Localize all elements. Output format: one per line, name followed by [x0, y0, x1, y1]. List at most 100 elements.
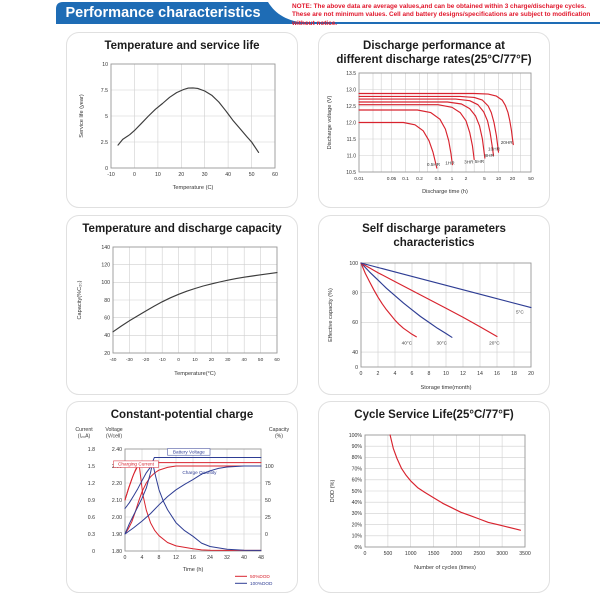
svg-text:32: 32: [224, 555, 230, 561]
banner-shape: [56, 2, 305, 23]
svg-text:16: 16: [190, 555, 196, 561]
svg-text:0.5HR: 0.5HR: [427, 162, 441, 167]
svg-text:60: 60: [274, 357, 280, 363]
svg-text:80: 80: [352, 290, 358, 296]
svg-text:-10: -10: [159, 357, 166, 363]
svg-text:40: 40: [242, 357, 248, 363]
svg-text:0.3: 0.3: [88, 532, 95, 538]
svg-text:20: 20: [510, 176, 516, 182]
svg-text:Current: Current: [75, 427, 93, 433]
chart-title: Discharge performance at different discha…: [336, 40, 532, 66]
svg-text:Effective capacity (%): Effective capacity (%): [328, 288, 334, 342]
svg-text:60: 60: [272, 172, 278, 178]
svg-text:5: 5: [483, 176, 486, 182]
svg-text:(%): (%): [275, 433, 283, 439]
svg-text:Temperature (C): Temperature (C): [173, 185, 214, 191]
svg-text:20HR: 20HR: [501, 140, 514, 145]
svg-text:Temperature(°C): Temperature(°C): [174, 371, 216, 377]
svg-text:1: 1: [451, 176, 454, 182]
temperature-discharge-capacity-chart: -40 -30 -20 -10 0 10 20 30 40 50 60 20 40 60 80 100 120 1…: [67, 237, 297, 387]
svg-text:0: 0: [105, 166, 108, 172]
svg-text:60%: 60%: [352, 477, 363, 483]
svg-text:3HR: 3HR: [464, 159, 474, 164]
svg-text:1.5: 1.5: [88, 464, 95, 470]
svg-text:(I₂₀A): (I₂₀A): [78, 433, 91, 439]
svg-text:120: 120: [101, 262, 110, 268]
svg-text:5HR: 5HR: [475, 158, 485, 163]
svg-text:1000: 1000: [405, 551, 417, 557]
svg-text:0: 0: [92, 549, 95, 555]
chart-card-self-discharge: Self discharge parameters characteristic…: [318, 215, 550, 395]
svg-text:Discharge time (h): Discharge time (h): [422, 189, 468, 195]
chart-card-cycle-service-life: Cycle Service Life(25°C/77°F) 0 500 1000 15…: [318, 401, 550, 593]
svg-text:100: 100: [265, 464, 274, 470]
svg-text:11.0: 11.0: [347, 153, 357, 159]
svg-text:20: 20: [528, 371, 534, 377]
svg-text:12: 12: [173, 555, 179, 561]
self-discharge-chart: 0 2 4 6 8 10 12 14 16 18 20 0 40 60 80 100 Storage time(…: [319, 251, 549, 394]
svg-text:100: 100: [101, 280, 110, 286]
svg-text:75: 75: [265, 481, 271, 487]
svg-text:30: 30: [225, 357, 231, 363]
svg-text:12: 12: [460, 371, 466, 377]
svg-text:0: 0: [177, 357, 180, 363]
svg-text:80%: 80%: [352, 455, 363, 461]
svg-text:0: 0: [355, 364, 358, 370]
svg-text:40: 40: [352, 349, 358, 355]
svg-text:8: 8: [158, 555, 161, 561]
svg-text:13.0: 13.0: [346, 87, 356, 93]
svg-text:Service life (year): Service life (year): [79, 94, 85, 138]
chart-card-temperature-discharge-capacity: Temperature and discharge capacity -40 -3…: [66, 215, 298, 395]
svg-text:Storage time(month): Storage time(month): [421, 385, 472, 391]
note-line: NOTE: The above data are average values,…: [292, 3, 587, 10]
svg-text:1.90: 1.90: [112, 532, 122, 538]
svg-text:0.6: 0.6: [88, 515, 95, 521]
svg-text:3500: 3500: [519, 551, 531, 557]
svg-text:Voltage: Voltage: [105, 427, 122, 433]
svg-text:0: 0: [124, 555, 127, 561]
svg-text:10.5: 10.5: [346, 169, 356, 175]
svg-text:2.40: 2.40: [112, 447, 122, 453]
svg-text:0: 0: [364, 551, 367, 557]
svg-text:50: 50: [249, 172, 255, 178]
svg-text:13.5: 13.5: [346, 70, 356, 76]
svg-text:Charging Current: Charging Current: [118, 461, 155, 466]
svg-text:20%: 20%: [352, 522, 363, 528]
svg-text:80: 80: [104, 298, 110, 304]
svg-text:10HR: 10HR: [488, 146, 501, 151]
svg-text:50%: 50%: [352, 489, 363, 495]
svg-text:0: 0: [133, 172, 136, 178]
svg-text:48: 48: [258, 555, 264, 561]
svg-text:70%: 70%: [352, 466, 363, 472]
chart-title: Cycle Service Life(25°C/77°F): [354, 409, 514, 421]
svg-text:-30: -30: [126, 357, 133, 363]
svg-text:25: 25: [265, 515, 271, 521]
svg-text:500: 500: [384, 551, 393, 557]
svg-text:-20: -20: [142, 357, 149, 363]
svg-text:0.2: 0.2: [416, 176, 423, 182]
svg-text:1500: 1500: [428, 551, 440, 557]
svg-text:2: 2: [377, 371, 380, 377]
svg-text:10%: 10%: [352, 533, 363, 539]
svg-text:0.9: 0.9: [88, 498, 95, 504]
svg-text:-40: -40: [110, 357, 117, 363]
svg-text:2: 2: [465, 176, 468, 182]
svg-text:12.5: 12.5: [346, 103, 356, 109]
svg-text:2.00: 2.00: [112, 515, 122, 521]
temperature-service-life-chart: -10 0 10 20 30 40 50 60 0 2.5 5 7.5 10 Temperature (C…: [67, 54, 297, 202]
svg-text:100: 100: [349, 260, 358, 266]
svg-text:140: 140: [101, 245, 110, 251]
svg-text:0: 0: [360, 371, 363, 377]
svg-text:20: 20: [104, 351, 110, 357]
svg-text:50: 50: [265, 498, 271, 504]
svg-text:-10: -10: [107, 172, 115, 178]
svg-text:12.0: 12.0: [346, 120, 356, 126]
svg-text:40: 40: [104, 333, 110, 339]
note-line: These are not minimum values. Cell and b…: [292, 11, 591, 19]
svg-text:50: 50: [528, 176, 534, 182]
svg-text:50: 50: [258, 357, 264, 363]
svg-text:1.2: 1.2: [88, 481, 95, 487]
svg-text:8: 8: [428, 371, 431, 377]
svg-text:2000: 2000: [451, 551, 463, 557]
